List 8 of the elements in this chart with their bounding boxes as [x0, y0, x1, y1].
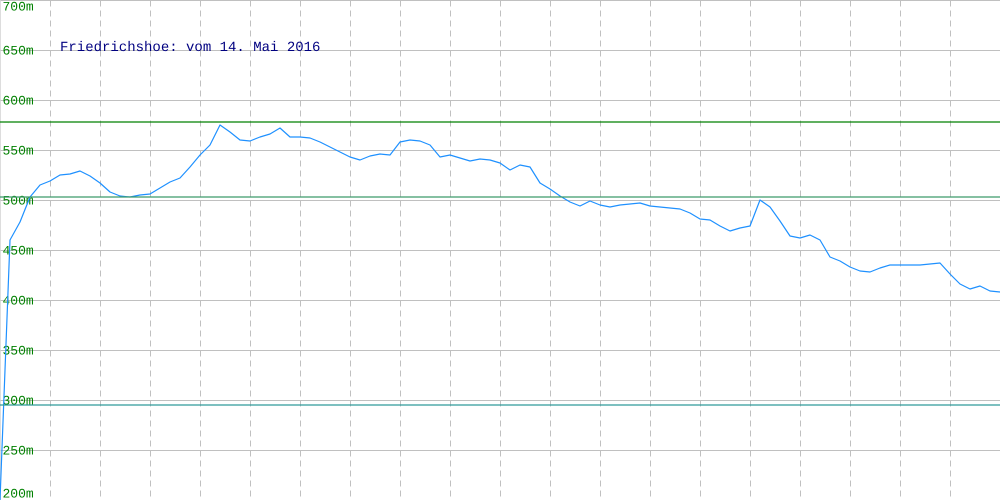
line-series — [0, 124, 1000, 500]
y-tick-label: 200m — [2, 486, 34, 500]
y-tick-label: 600m — [2, 94, 34, 108]
text: Friedrichshoe: vom 14. Mai 2016 — [60, 40, 320, 56]
y-tick-label: 650m — [2, 44, 34, 58]
y-tick-label: 550m — [2, 144, 34, 158]
y-tick-label: 700m — [2, 0, 34, 14]
y-tick-label: 250m — [2, 444, 34, 458]
